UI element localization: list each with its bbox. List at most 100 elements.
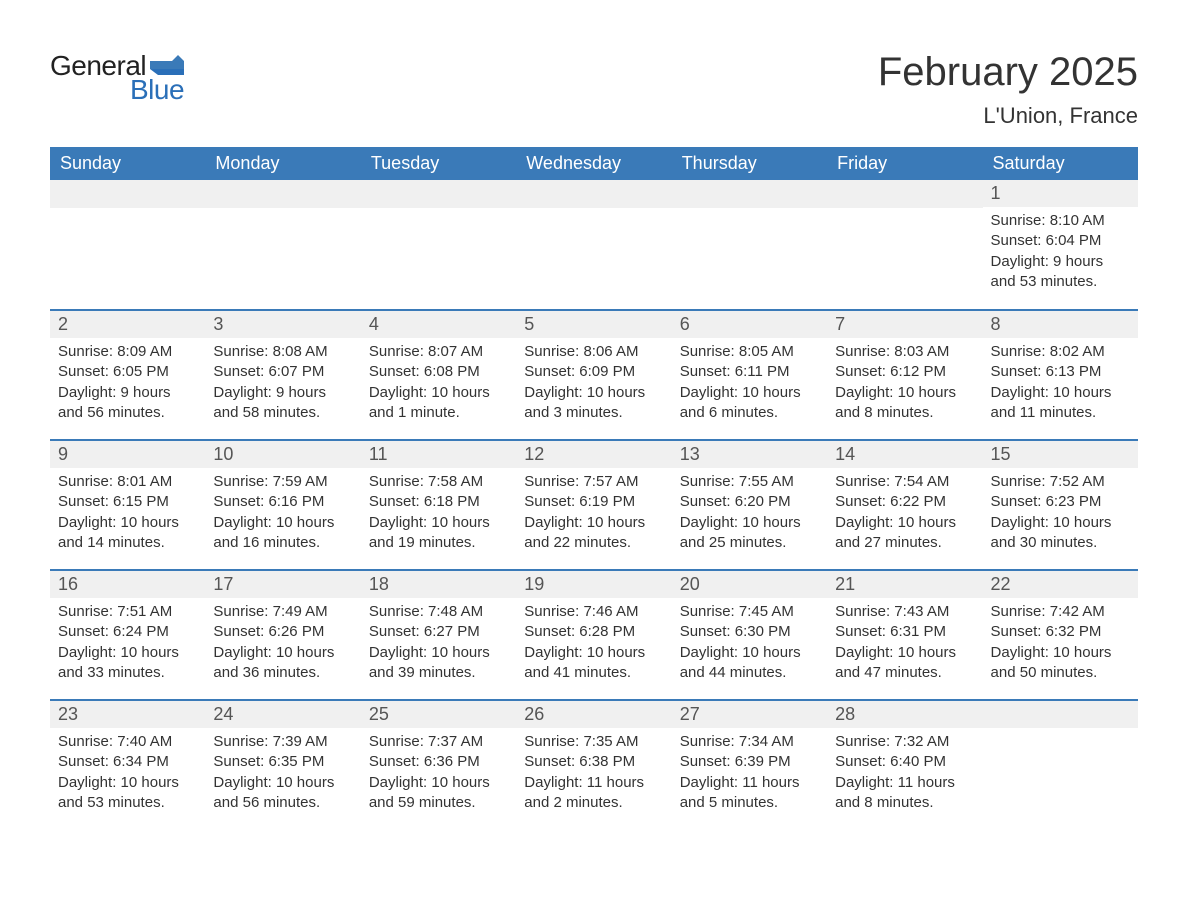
day-details: Sunrise: 7:48 AMSunset: 6:27 PMDaylight:… <box>361 598 516 687</box>
empty-day <box>516 180 671 208</box>
day-number: 16 <box>50 571 205 598</box>
day-cell: 15Sunrise: 7:52 AMSunset: 6:23 PMDayligh… <box>983 440 1138 570</box>
day-details: Sunrise: 7:55 AMSunset: 6:20 PMDaylight:… <box>672 468 827 557</box>
sunset-text: Sunset: 6:18 PM <box>369 492 508 512</box>
day-cell: 8Sunrise: 8:02 AMSunset: 6:13 PMDaylight… <box>983 310 1138 440</box>
sunrise-text: Sunrise: 7:39 AM <box>213 732 352 752</box>
sunset-text: Sunset: 6:36 PM <box>369 752 508 772</box>
day-number: 3 <box>205 311 360 338</box>
day-details: Sunrise: 7:43 AMSunset: 6:31 PMDaylight:… <box>827 598 982 687</box>
sunrise-text: Sunrise: 7:49 AM <box>213 602 352 622</box>
day-cell: 26Sunrise: 7:35 AMSunset: 6:38 PMDayligh… <box>516 700 671 830</box>
day-number: 6 <box>672 311 827 338</box>
day-cell: 2Sunrise: 8:09 AMSunset: 6:05 PMDaylight… <box>50 310 205 440</box>
day-details: Sunrise: 8:05 AMSunset: 6:11 PMDaylight:… <box>672 338 827 427</box>
day-cell: 22Sunrise: 7:42 AMSunset: 6:32 PMDayligh… <box>983 570 1138 700</box>
daylight-text-1: Daylight: 9 hours <box>58 383 197 403</box>
day-details: Sunrise: 7:42 AMSunset: 6:32 PMDaylight:… <box>983 598 1138 687</box>
day-details: Sunrise: 8:02 AMSunset: 6:13 PMDaylight:… <box>983 338 1138 427</box>
sunrise-text: Sunrise: 7:46 AM <box>524 602 663 622</box>
day-number: 11 <box>361 441 516 468</box>
day-cell: 18Sunrise: 7:48 AMSunset: 6:27 PMDayligh… <box>361 570 516 700</box>
sunrise-text: Sunrise: 7:52 AM <box>991 472 1130 492</box>
daylight-text-1: Daylight: 10 hours <box>991 383 1130 403</box>
day-cell: 7Sunrise: 8:03 AMSunset: 6:12 PMDaylight… <box>827 310 982 440</box>
sunrise-text: Sunrise: 8:07 AM <box>369 342 508 362</box>
daylight-text-2: and 33 minutes. <box>58 663 197 683</box>
month-title: February 2025 <box>878 50 1138 95</box>
daylight-text-2: and 14 minutes. <box>58 533 197 553</box>
day-number: 18 <box>361 571 516 598</box>
flag-icon <box>150 55 184 75</box>
day-details: Sunrise: 7:54 AMSunset: 6:22 PMDaylight:… <box>827 468 982 557</box>
day-number: 13 <box>672 441 827 468</box>
location-label: L'Union, France <box>878 103 1138 129</box>
day-details: Sunrise: 8:01 AMSunset: 6:15 PMDaylight:… <box>50 468 205 557</box>
daylight-text-2: and 1 minute. <box>369 403 508 423</box>
daylight-text-1: Daylight: 9 hours <box>991 252 1130 272</box>
day-cell: 13Sunrise: 7:55 AMSunset: 6:20 PMDayligh… <box>672 440 827 570</box>
day-details: Sunrise: 7:52 AMSunset: 6:23 PMDaylight:… <box>983 468 1138 557</box>
sunset-text: Sunset: 6:35 PM <box>213 752 352 772</box>
daylight-text-2: and 2 minutes. <box>524 793 663 813</box>
daylight-text-1: Daylight: 10 hours <box>835 513 974 533</box>
daylight-text-1: Daylight: 10 hours <box>369 643 508 663</box>
daylight-text-1: Daylight: 10 hours <box>680 643 819 663</box>
daylight-text-1: Daylight: 10 hours <box>524 643 663 663</box>
daylight-text-2: and 5 minutes. <box>680 793 819 813</box>
day-number: 4 <box>361 311 516 338</box>
daylight-text-1: Daylight: 10 hours <box>213 643 352 663</box>
day-cell: 5Sunrise: 8:06 AMSunset: 6:09 PMDaylight… <box>516 310 671 440</box>
sunset-text: Sunset: 6:30 PM <box>680 622 819 642</box>
sunset-text: Sunset: 6:20 PM <box>680 492 819 512</box>
day-details: Sunrise: 7:57 AMSunset: 6:19 PMDaylight:… <box>516 468 671 557</box>
day-cell: 19Sunrise: 7:46 AMSunset: 6:28 PMDayligh… <box>516 570 671 700</box>
day-number: 17 <box>205 571 360 598</box>
daylight-text-2: and 41 minutes. <box>524 663 663 683</box>
daylight-text-2: and 50 minutes. <box>991 663 1130 683</box>
sunset-text: Sunset: 6:16 PM <box>213 492 352 512</box>
sunset-text: Sunset: 6:32 PM <box>991 622 1130 642</box>
weekday-header: Tuesday <box>361 147 516 180</box>
sunset-text: Sunset: 6:05 PM <box>58 362 197 382</box>
day-cell <box>50 180 205 310</box>
brand-logo: General Blue <box>50 50 184 106</box>
day-number: 22 <box>983 571 1138 598</box>
daylight-text-2: and 25 minutes. <box>680 533 819 553</box>
day-number: 28 <box>827 701 982 728</box>
daylight-text-1: Daylight: 10 hours <box>213 773 352 793</box>
day-details: Sunrise: 8:08 AMSunset: 6:07 PMDaylight:… <box>205 338 360 427</box>
daylight-text-2: and 39 minutes. <box>369 663 508 683</box>
sunset-text: Sunset: 6:08 PM <box>369 362 508 382</box>
sunrise-text: Sunrise: 8:09 AM <box>58 342 197 362</box>
weekday-header: Sunday <box>50 147 205 180</box>
sunrise-text: Sunrise: 7:43 AM <box>835 602 974 622</box>
sunrise-text: Sunrise: 7:55 AM <box>680 472 819 492</box>
week-row: 1Sunrise: 8:10 AMSunset: 6:04 PMDaylight… <box>50 180 1138 310</box>
sunset-text: Sunset: 6:40 PM <box>835 752 974 772</box>
sunset-text: Sunset: 6:09 PM <box>524 362 663 382</box>
day-number: 19 <box>516 571 671 598</box>
daylight-text-2: and 11 minutes. <box>991 403 1130 423</box>
sunrise-text: Sunrise: 7:37 AM <box>369 732 508 752</box>
daylight-text-1: Daylight: 10 hours <box>213 513 352 533</box>
day-details: Sunrise: 7:58 AMSunset: 6:18 PMDaylight:… <box>361 468 516 557</box>
empty-day <box>827 180 982 208</box>
day-cell: 9Sunrise: 8:01 AMSunset: 6:15 PMDaylight… <box>50 440 205 570</box>
daylight-text-1: Daylight: 10 hours <box>524 383 663 403</box>
weekday-header: Monday <box>205 147 360 180</box>
weekday-header: Thursday <box>672 147 827 180</box>
day-cell: 20Sunrise: 7:45 AMSunset: 6:30 PMDayligh… <box>672 570 827 700</box>
sunrise-text: Sunrise: 8:10 AM <box>991 211 1130 231</box>
day-cell <box>361 180 516 310</box>
sunrise-text: Sunrise: 7:35 AM <box>524 732 663 752</box>
daylight-text-2: and 6 minutes. <box>680 403 819 423</box>
empty-day <box>50 180 205 208</box>
day-details: Sunrise: 7:35 AMSunset: 6:38 PMDaylight:… <box>516 728 671 817</box>
brand-word2: Blue <box>130 74 184 106</box>
daylight-text-1: Daylight: 10 hours <box>991 643 1130 663</box>
sunrise-text: Sunrise: 7:48 AM <box>369 602 508 622</box>
day-details: Sunrise: 7:51 AMSunset: 6:24 PMDaylight:… <box>50 598 205 687</box>
day-cell: 21Sunrise: 7:43 AMSunset: 6:31 PMDayligh… <box>827 570 982 700</box>
day-cell: 27Sunrise: 7:34 AMSunset: 6:39 PMDayligh… <box>672 700 827 830</box>
